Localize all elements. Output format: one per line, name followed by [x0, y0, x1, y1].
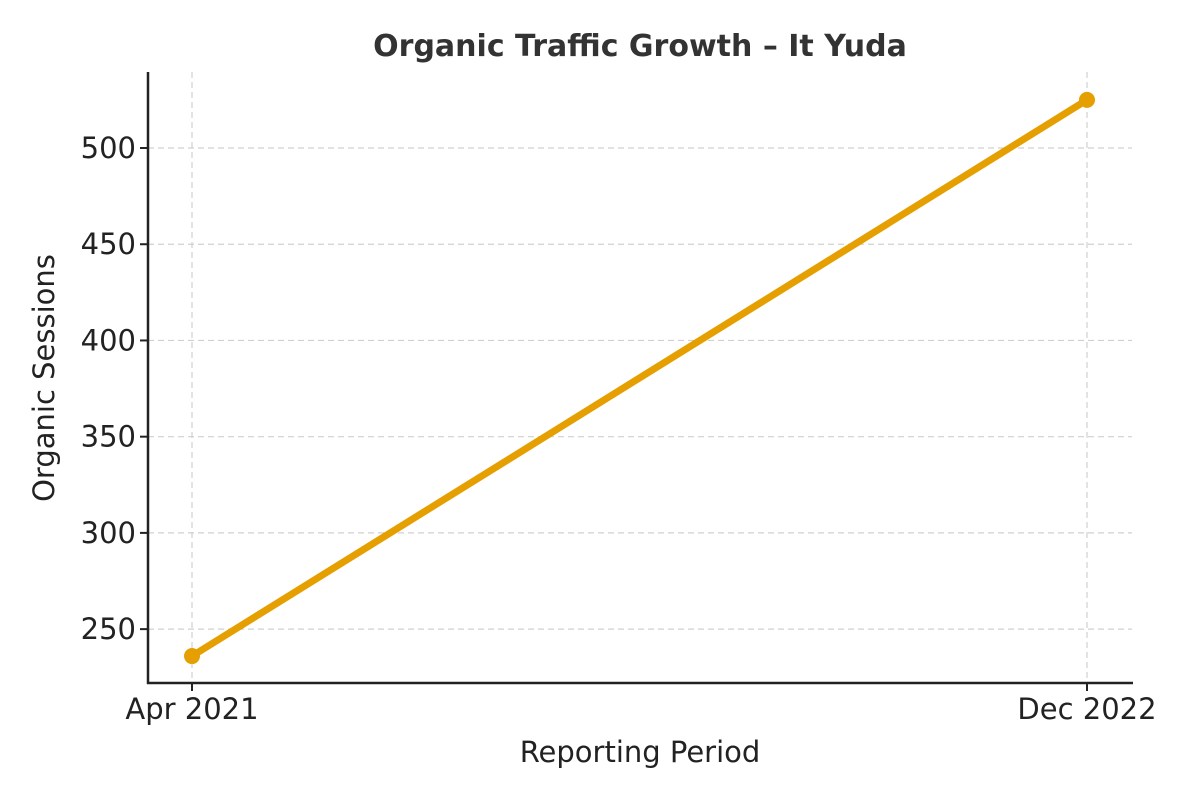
- grid: [148, 72, 1132, 683]
- ticks: 250 300 350 400 450 500 Apr 2021 Dec 2022: [81, 131, 1157, 726]
- series-line: [188, 96, 1091, 660]
- data-point: [184, 648, 200, 665]
- y-tick-label: 400: [81, 323, 136, 357]
- series: [184, 91, 1095, 665]
- y-tick-label: 250: [81, 612, 136, 646]
- y-tick-label: 500: [81, 131, 136, 165]
- x-tick-label: Dec 2022: [1017, 692, 1156, 726]
- x-tick-label: Apr 2021: [125, 692, 258, 726]
- y-axis-label: Organic Sessions: [27, 254, 61, 502]
- chart-title: Organic Traffic Growth – It Yuda: [373, 29, 907, 64]
- x-axis-label: Reporting Period: [520, 735, 761, 769]
- y-tick-label: 300: [81, 516, 136, 550]
- y-tick-label: 450: [81, 227, 136, 261]
- y-tick-label: 350: [81, 420, 136, 454]
- data-point: [1079, 91, 1095, 108]
